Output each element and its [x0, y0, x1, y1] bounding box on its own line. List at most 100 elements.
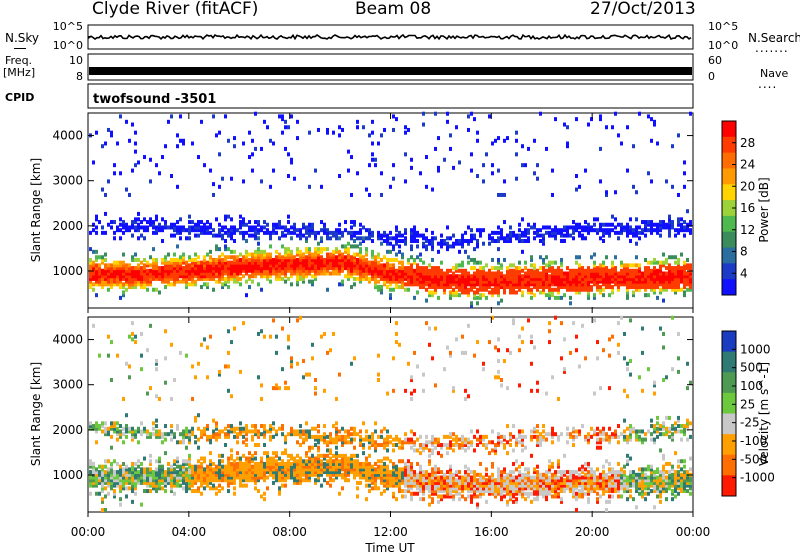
velocity-cell — [314, 470, 317, 475]
power-cell — [401, 233, 404, 238]
ytick-label: 1000 — [52, 264, 83, 278]
power-cell — [359, 252, 362, 257]
power-cell — [659, 276, 662, 281]
velocity-cell — [422, 475, 425, 480]
velocity-cell — [422, 497, 425, 502]
power-cell — [467, 293, 470, 298]
velocity-cell — [200, 456, 203, 461]
power-cell — [260, 268, 263, 273]
velocity-cell — [506, 440, 509, 445]
power-cell — [611, 263, 614, 268]
velocity-cell — [344, 437, 347, 442]
velocity-cell — [329, 432, 332, 437]
power-cell — [173, 268, 176, 273]
power-cell — [425, 271, 428, 276]
noise-tick-left-top: 10^5 — [53, 20, 83, 33]
power-cell — [365, 252, 368, 257]
power-cell — [332, 249, 335, 254]
velocity-cell — [317, 478, 320, 483]
power-cell — [308, 228, 311, 233]
velocity-cell — [128, 486, 131, 491]
velocity-cell — [257, 475, 260, 480]
power-cell — [521, 274, 524, 279]
velocity-cell — [494, 480, 497, 485]
power-cell — [476, 276, 479, 281]
power-cell — [332, 257, 335, 262]
velocity-cell — [110, 445, 113, 450]
velocity-cell — [293, 432, 296, 437]
velocity-cell — [119, 483, 122, 488]
noise-tick-right-top: 10^5 — [708, 20, 738, 33]
power-cell — [353, 260, 356, 265]
velocity-cell — [128, 472, 131, 477]
power-cell — [161, 274, 164, 279]
power-cell — [242, 263, 245, 268]
velocity-cell — [485, 445, 488, 450]
velocity-cell — [314, 478, 317, 483]
power-cell — [173, 252, 176, 257]
power-cell — [587, 285, 590, 290]
power-cell — [566, 274, 569, 279]
power-cell — [287, 125, 290, 130]
velocity-cell — [479, 494, 482, 499]
power-cell — [113, 282, 116, 287]
power-cell — [335, 249, 338, 254]
velocity-cell — [281, 467, 284, 472]
power-cell — [296, 279, 299, 284]
velocity-cell — [173, 483, 176, 488]
power-cell — [683, 276, 686, 281]
velocity-cell — [434, 472, 437, 477]
power-cell — [665, 225, 668, 230]
power-cell — [677, 220, 680, 225]
velocity-cell — [446, 470, 449, 475]
velocity-cell — [494, 345, 497, 350]
power-cell — [515, 282, 518, 287]
velocity-cell — [413, 491, 416, 496]
power-cell — [386, 285, 389, 290]
power-cell — [350, 274, 353, 279]
velocity-cell — [212, 486, 215, 491]
velocity-cell — [161, 467, 164, 472]
power-cell — [110, 263, 113, 268]
velocity-cell — [140, 331, 143, 336]
velocity-cell — [335, 437, 338, 442]
velocity-cell — [155, 424, 158, 429]
power-cell — [593, 271, 596, 276]
power-cell — [494, 239, 497, 243]
velocity-cell — [416, 472, 419, 477]
power-cell — [146, 228, 149, 233]
power-cell — [98, 220, 101, 225]
velocity-cell — [113, 483, 116, 488]
velocity-cell — [434, 437, 437, 442]
power-cell — [413, 268, 416, 273]
power-cell — [557, 266, 560, 271]
velocity-cell — [464, 497, 467, 502]
power-cell — [350, 268, 353, 273]
velocity-cell — [281, 475, 284, 480]
power-cell — [662, 276, 665, 281]
power-cell — [191, 141, 194, 146]
power-cell — [572, 230, 575, 235]
power-cell — [680, 287, 683, 292]
velocity-cell — [248, 475, 251, 480]
velocity-cell — [287, 345, 290, 350]
power-cell — [203, 271, 206, 276]
velocity-cell — [185, 353, 188, 358]
power-cell — [101, 285, 104, 290]
power-cell — [245, 293, 248, 298]
velocity-cell — [407, 478, 410, 483]
power-cell — [563, 233, 566, 238]
velocity-cell — [422, 491, 425, 496]
velocity-cell — [353, 459, 356, 464]
power-cell — [602, 266, 605, 271]
velocity-cell — [506, 424, 509, 429]
velocity-cell — [278, 486, 281, 491]
velocity-cell — [182, 429, 185, 434]
velocity-cell — [173, 461, 176, 466]
power-cell — [116, 274, 119, 279]
power-cell — [329, 252, 332, 257]
power-cell — [326, 230, 329, 235]
power-cell — [155, 266, 158, 271]
velocity-cell — [431, 470, 434, 475]
velocity-cell — [242, 475, 245, 480]
